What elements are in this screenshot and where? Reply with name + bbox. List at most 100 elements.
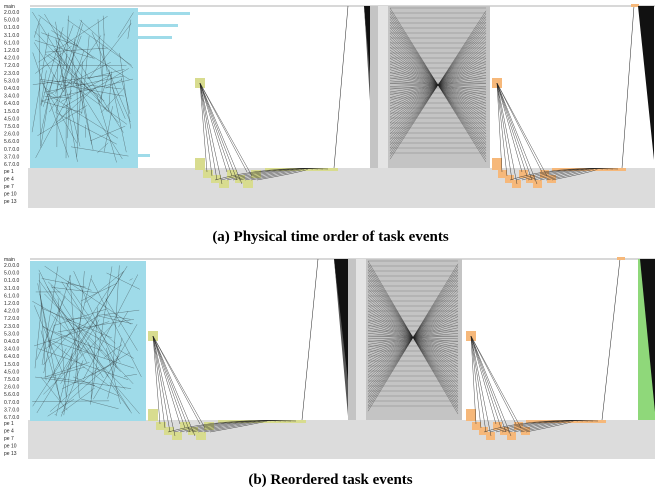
olive-link	[152, 335, 196, 437]
pe-label: pe 13	[4, 199, 17, 205]
cyan-link	[44, 96, 72, 99]
cyan-link	[48, 348, 67, 383]
panel-physical-time: main 2.0.0.0 5.0.0.0 0.1.0.0 3.1.0.0 6.1.0.0 1…	[0, 0, 661, 222]
olive-cell	[164, 427, 174, 435]
row-label: 5.3.0.0	[4, 331, 20, 337]
fan-wedge	[638, 6, 654, 160]
cyan-link	[40, 330, 62, 403]
orange-link	[496, 82, 543, 173]
cyan-link	[81, 35, 90, 115]
cyan-link	[112, 265, 120, 378]
cyan-link	[37, 348, 129, 380]
row-label: 1.2.0.0	[4, 301, 20, 307]
orange-cell	[498, 170, 507, 178]
row-label: 3.1.0.0	[4, 286, 20, 292]
olive-block	[148, 409, 158, 421]
olive-link	[152, 335, 166, 429]
cyan-link	[47, 339, 110, 387]
cyan-link	[66, 39, 75, 139]
row-label: 7.5.0.0	[4, 124, 20, 130]
olive-strip	[265, 168, 338, 171]
cyan-link	[52, 340, 135, 369]
cyan-link	[107, 338, 123, 399]
cyan-link	[35, 45, 72, 74]
gray-link	[367, 263, 459, 412]
row-label: 1.5.0.0	[4, 362, 20, 368]
orange-cell	[540, 170, 549, 178]
cyan-link	[75, 339, 87, 364]
row-label: 5.6.0.0	[4, 139, 20, 145]
row-label: 7.2.0.0	[4, 316, 20, 322]
olive-cell	[251, 170, 261, 178]
cyan-link	[52, 366, 85, 377]
cyan-link	[58, 30, 124, 133]
gray-link	[389, 10, 487, 160]
cyan-link	[36, 296, 66, 360]
cyan-link	[41, 266, 59, 365]
cyan-link	[38, 269, 82, 356]
cyan-link	[66, 80, 127, 125]
pe-label: pe 10	[4, 444, 17, 450]
main-label: main	[4, 257, 15, 263]
olive-link	[152, 335, 201, 425]
olive-link	[199, 82, 223, 185]
orange-cell	[514, 422, 523, 430]
row-label: 5.0.0.0	[4, 271, 20, 277]
orange-link	[470, 335, 487, 433]
cyan-link	[40, 27, 64, 107]
cyan-link	[35, 90, 72, 158]
orange-curve	[507, 420, 579, 433]
row-label: 4.2.0.0	[4, 56, 20, 62]
cyan-link	[119, 53, 131, 129]
row-label: 7.5.0.0	[4, 377, 20, 383]
orange-strip	[552, 168, 626, 171]
orange-curve	[501, 420, 584, 433]
cyan-link	[67, 19, 132, 66]
row-label: 6.1.0.0	[4, 293, 20, 299]
cyan-link	[43, 326, 75, 366]
cyan-link	[45, 53, 105, 102]
pe-label: pe 7	[4, 184, 14, 190]
cyan-link	[127, 19, 132, 39]
row-label: 2.3.0.0	[4, 324, 20, 330]
orange-link	[470, 335, 497, 425]
cyan-link	[34, 31, 119, 123]
olive-link	[199, 82, 213, 177]
row-label: 3.1.0.0	[4, 33, 20, 39]
cyan-link	[40, 80, 78, 144]
cyan-link	[32, 301, 134, 359]
cyan-link	[97, 19, 102, 75]
row-label: 6.4.0.0	[4, 354, 20, 360]
cyan-link	[103, 344, 122, 358]
cyan-step	[30, 12, 190, 15]
cyan-link	[44, 265, 132, 325]
pe-label: pe 7	[4, 436, 14, 442]
orange-cell	[500, 427, 509, 435]
cyan-link	[60, 74, 112, 102]
pe-label: pe 10	[4, 192, 17, 198]
cyan-link	[66, 317, 90, 320]
cyan-block	[30, 8, 138, 168]
row-label: 2.6.0.0	[4, 385, 20, 391]
cyan-link	[31, 32, 49, 133]
pe-label: pe 4	[4, 177, 14, 183]
cyan-link	[123, 374, 137, 377]
olive-cell	[156, 422, 166, 430]
cyan-link	[98, 309, 140, 316]
gray-gap	[378, 6, 388, 168]
cyan-link	[73, 376, 119, 396]
cyan-link	[76, 78, 79, 140]
orange-cell	[526, 175, 535, 183]
cyan-link	[33, 17, 41, 38]
olive-link	[199, 82, 243, 185]
olive-curve	[191, 420, 277, 433]
cyan-link	[43, 324, 55, 374]
olive-link	[199, 82, 253, 177]
orange-link	[496, 82, 508, 177]
cyan-link	[109, 382, 132, 414]
olive-cell	[219, 180, 229, 188]
cyan-link	[80, 398, 119, 409]
olive-cell	[196, 432, 206, 440]
